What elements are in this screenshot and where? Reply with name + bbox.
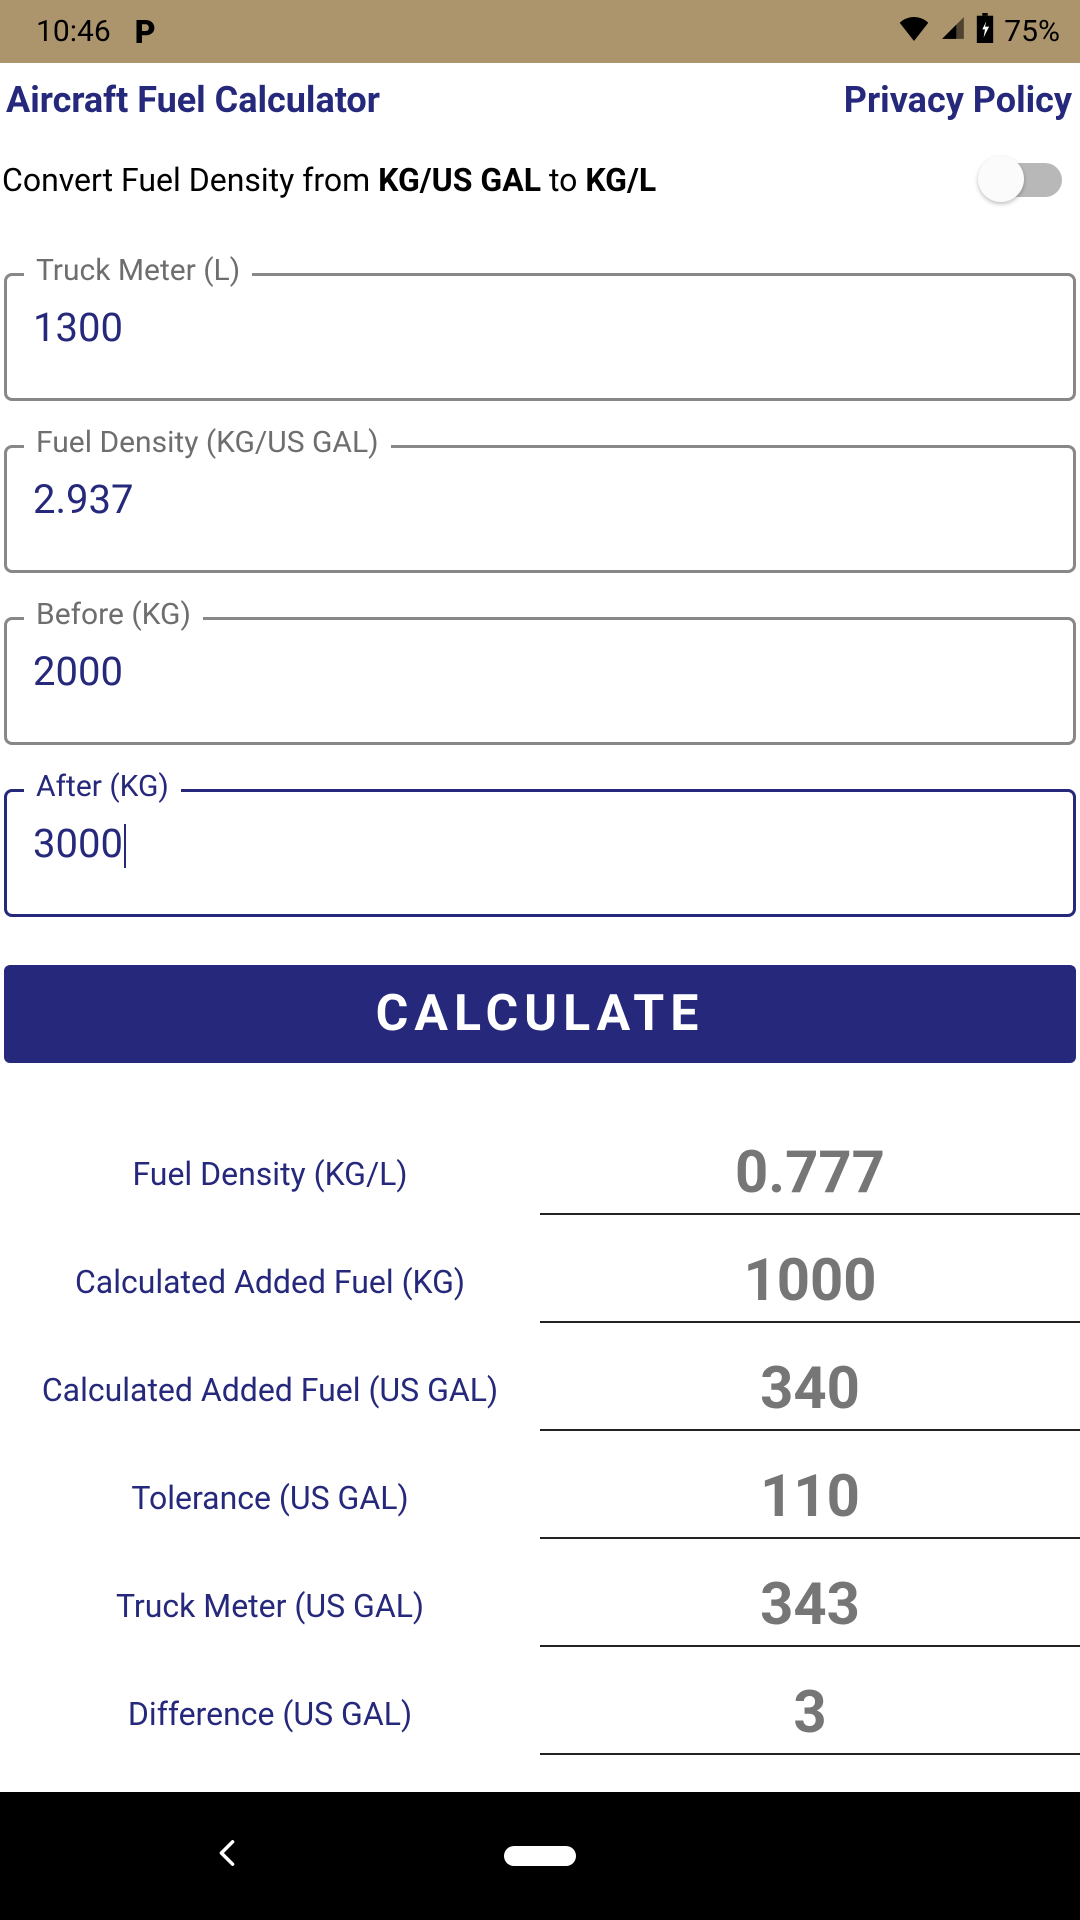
convert-density-text: Convert Fuel Density from KG/US GAL to K… bbox=[2, 161, 656, 199]
convert-density-row: Convert Fuel Density from KG/US GAL to K… bbox=[0, 137, 1080, 229]
app-header: Aircraft Fuel Calculator Privacy Policy bbox=[0, 63, 1080, 137]
text-cursor bbox=[124, 824, 126, 868]
result-added-fuel-gal: Calculated Added Fuel (US GAL) 340 bbox=[0, 1323, 1080, 1431]
battery-pct: 75% bbox=[1004, 14, 1060, 49]
privacy-policy-link[interactable]: Privacy Policy bbox=[844, 79, 1072, 121]
status-bar: 10:46 P 75% bbox=[0, 0, 1080, 63]
calculate-button[interactable]: CALCULATE bbox=[4, 965, 1076, 1063]
after-label: After (KG) bbox=[24, 769, 181, 804]
android-nav-bar bbox=[0, 1792, 1080, 1920]
result-fuel-density: Fuel Density (KG/L) 0.777 bbox=[0, 1107, 1080, 1215]
app-title: Aircraft Fuel Calculator bbox=[6, 79, 380, 121]
status-time: 10:46 bbox=[36, 14, 111, 49]
before-label: Before (KG) bbox=[24, 597, 203, 632]
parking-icon: P bbox=[135, 13, 156, 51]
fuel-density-field[interactable]: 2.937 Fuel Density (KG/US GAL) bbox=[4, 445, 1076, 573]
convert-density-toggle[interactable] bbox=[982, 163, 1062, 197]
result-tolerance: Tolerance (US GAL) 110 bbox=[0, 1431, 1080, 1539]
results-section: Fuel Density (KG/L) 0.777 Calculated Add… bbox=[0, 1107, 1080, 1755]
result-truck-meter-gal: Truck Meter (US GAL) 343 bbox=[0, 1539, 1080, 1647]
after-field[interactable]: 3000 After (KG) bbox=[4, 789, 1076, 917]
truck-meter-label: Truck Meter (L) bbox=[24, 253, 252, 288]
signal-icon bbox=[940, 14, 966, 49]
wifi-icon bbox=[898, 14, 930, 49]
nav-back-icon[interactable] bbox=[216, 1836, 238, 1876]
battery-icon bbox=[976, 13, 994, 51]
result-added-fuel-kg: Calculated Added Fuel (KG) 1000 bbox=[0, 1215, 1080, 1323]
result-difference: Difference (US GAL) 3 bbox=[0, 1647, 1080, 1755]
nav-home-pill[interactable] bbox=[504, 1846, 576, 1866]
fuel-density-label: Fuel Density (KG/US GAL) bbox=[24, 425, 391, 460]
before-field[interactable]: 2000 Before (KG) bbox=[4, 617, 1076, 745]
truck-meter-field[interactable]: 1300 Truck Meter (L) bbox=[4, 273, 1076, 401]
